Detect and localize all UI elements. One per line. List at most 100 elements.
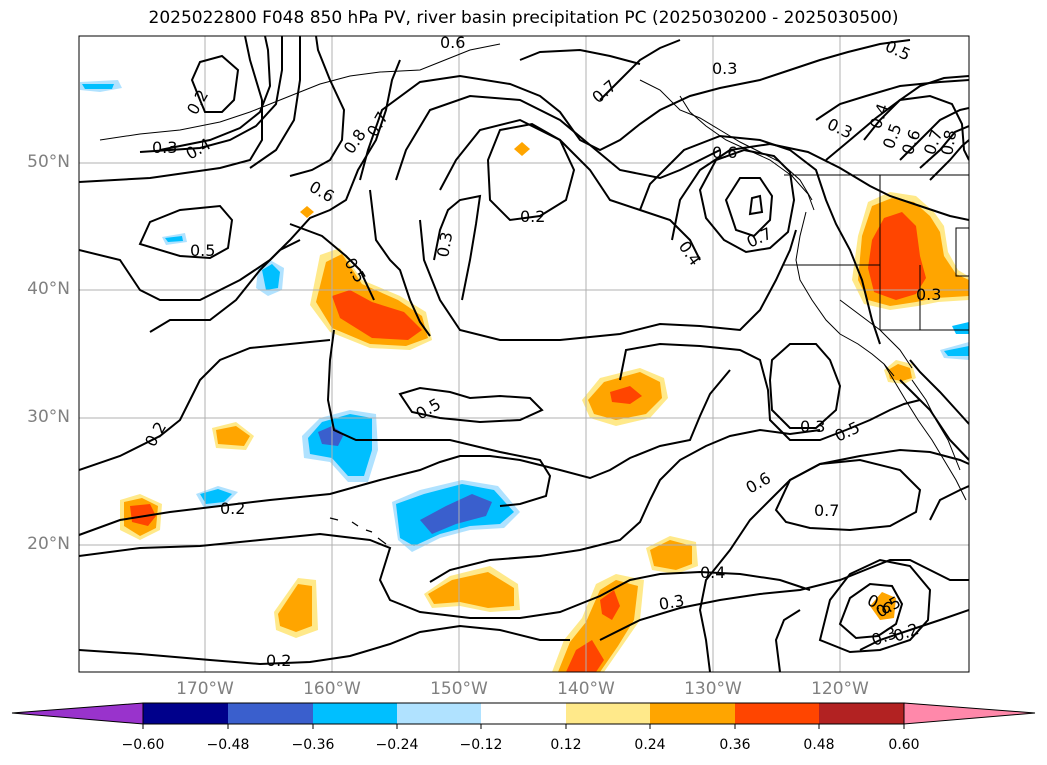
pv-contour bbox=[519, 48, 641, 65]
colorbar-segment bbox=[650, 703, 735, 724]
pv-contour bbox=[748, 194, 764, 216]
pv-contour bbox=[289, 223, 375, 301]
positive-anomaly-area bbox=[566, 640, 604, 672]
pv-contour bbox=[818, 558, 932, 654]
colorbar-tick-label: −0.12 bbox=[459, 737, 503, 753]
lat-label: 40°N bbox=[27, 279, 70, 299]
lat-label: 20°N bbox=[27, 534, 70, 554]
pv-contour bbox=[639, 134, 881, 345]
colorbar-tick-label: 0.24 bbox=[634, 737, 666, 753]
contour-label: 0.3 bbox=[800, 417, 825, 436]
colorbar-segment bbox=[313, 703, 397, 724]
pv-contour bbox=[249, 36, 301, 169]
colorbar-segment bbox=[143, 703, 228, 724]
pv-contour bbox=[838, 582, 904, 640]
lon-label: 150°W bbox=[430, 679, 488, 699]
positive-anomaly-area bbox=[870, 592, 896, 620]
pv-contour bbox=[774, 458, 922, 532]
pv-contour bbox=[433, 194, 482, 301]
pv-contour bbox=[398, 386, 544, 424]
pv-contour bbox=[359, 39, 911, 181]
pv-contour bbox=[724, 177, 774, 238]
coastline-alaska bbox=[99, 43, 501, 141]
contour-label: 0.6 bbox=[440, 33, 465, 52]
contour-label: 0.3 bbox=[657, 591, 685, 614]
colorbar-tick-label: −0.36 bbox=[291, 737, 335, 753]
pv-contour bbox=[439, 118, 701, 261]
pv-contour bbox=[815, 79, 969, 121]
positive-anomaly-area bbox=[300, 206, 314, 218]
positive-anomaly-area bbox=[216, 426, 250, 446]
colorbar-extend-high bbox=[903, 702, 1036, 725]
lon-label: 170°W bbox=[176, 679, 234, 699]
pv-contour bbox=[79, 532, 811, 619]
pv-contour bbox=[79, 59, 401, 301]
pv-contour bbox=[859, 609, 969, 651]
pv-contour bbox=[768, 343, 842, 429]
colorbar-segment bbox=[819, 703, 904, 724]
colorbar-segment bbox=[566, 703, 650, 724]
colorbar-segment bbox=[735, 703, 819, 724]
contour-label: 0.3 bbox=[712, 59, 737, 78]
pv-contours bbox=[79, 36, 969, 672]
coastline-us-west bbox=[795, 211, 895, 377]
map-background bbox=[79, 36, 969, 672]
contour-label: 0.2 bbox=[520, 207, 545, 226]
colorbar-segment bbox=[481, 703, 566, 724]
pv-contour bbox=[599, 39, 681, 101]
negative-anomaly-area bbox=[165, 236, 183, 242]
contour-label: 0.6 bbox=[712, 143, 737, 162]
pv-contour bbox=[79, 624, 570, 666]
colorbar-tick-label: 0.60 bbox=[888, 737, 920, 753]
pv-contour bbox=[486, 122, 576, 222]
positive-anomaly-area bbox=[868, 212, 926, 300]
positive-anomaly-area bbox=[514, 142, 530, 156]
pv-contour bbox=[671, 142, 969, 241]
pv-contour bbox=[79, 36, 263, 183]
pv-contour bbox=[190, 54, 240, 113]
pv-contour bbox=[619, 342, 921, 441]
pv-contour bbox=[79, 369, 731, 536]
colorbar bbox=[11, 702, 1036, 729]
border-state bbox=[839, 299, 913, 369]
negative-anomaly-area bbox=[420, 494, 492, 534]
colorbar-tick-label: 0.12 bbox=[550, 737, 582, 753]
pv-contour bbox=[774, 609, 801, 672]
negative-anomaly-area bbox=[262, 264, 280, 290]
pv-contour bbox=[899, 379, 969, 461]
pv-contour bbox=[698, 148, 796, 254]
pv-contour bbox=[599, 559, 969, 641]
lon-label: 140°W bbox=[557, 679, 615, 699]
precip-shading bbox=[80, 80, 969, 672]
colorbar-tick-label: −0.48 bbox=[206, 737, 250, 753]
negative-anomaly-area bbox=[82, 84, 114, 89]
negative-anomaly-area bbox=[944, 346, 969, 356]
positive-anomaly-area bbox=[278, 584, 312, 632]
map-title: 2025022800 F048 850 hPa PV, river basin … bbox=[148, 8, 899, 28]
lon-label: 120°W bbox=[811, 679, 869, 699]
contour-label: 0.3 bbox=[152, 138, 177, 157]
contour-label: 0.4 bbox=[700, 563, 725, 582]
map-frame bbox=[78, 35, 970, 673]
pv-contour bbox=[139, 36, 283, 153]
colorbar-outline bbox=[142, 702, 905, 725]
colorbar-segment bbox=[228, 703, 313, 724]
colorbar-tick-label: −0.60 bbox=[121, 737, 165, 753]
pv-contour bbox=[138, 204, 234, 260]
pv-contour bbox=[419, 219, 797, 341]
pv-contour bbox=[929, 485, 969, 521]
contour-label: 0.8 bbox=[937, 128, 960, 156]
negative-anomaly-area bbox=[952, 322, 969, 334]
border-state bbox=[784, 175, 969, 331]
positive-anomaly-area bbox=[428, 572, 514, 608]
positive-anomaly-area bbox=[888, 364, 912, 381]
pv-contour bbox=[909, 359, 969, 425]
lat-label: 30°N bbox=[27, 407, 70, 427]
lon-label: 130°W bbox=[684, 679, 742, 699]
pv-contour bbox=[149, 239, 301, 333]
colorbar-extend-low bbox=[11, 702, 144, 725]
pv-contour bbox=[395, 94, 721, 181]
pv-contour bbox=[326, 329, 552, 507]
contour-label: 0.3 bbox=[433, 230, 456, 258]
